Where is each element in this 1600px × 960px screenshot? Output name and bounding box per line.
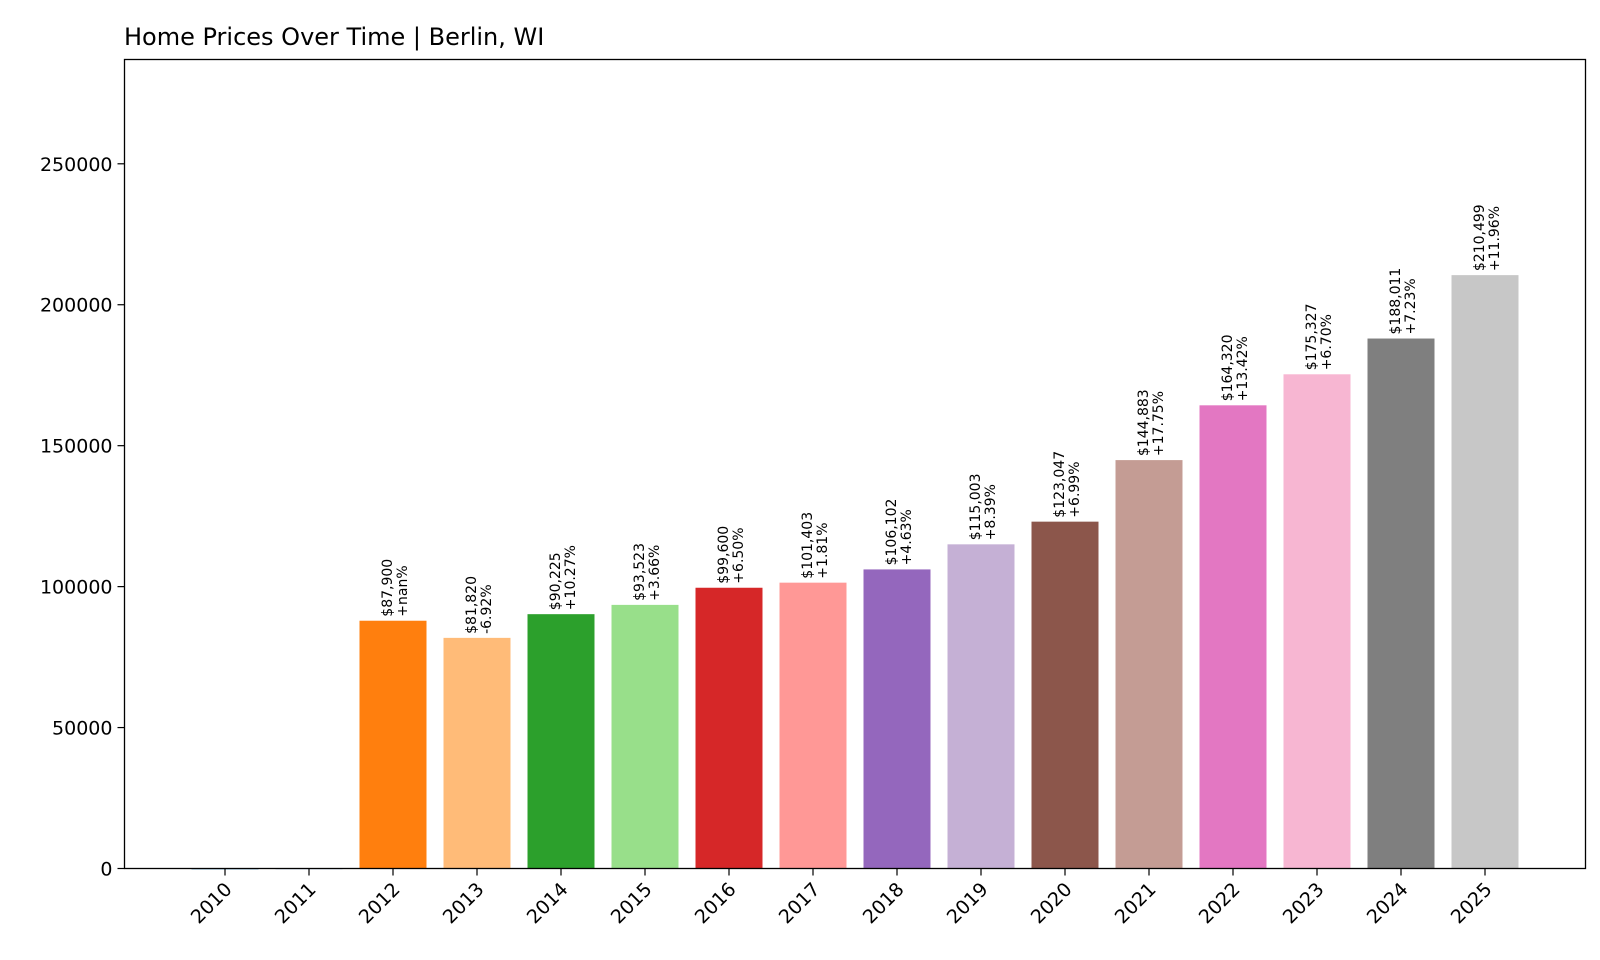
bar-2014 <box>527 614 595 869</box>
y-tick-label: 250000 <box>40 154 113 176</box>
bar-value-label-2014: $90,225 <box>548 552 564 610</box>
y-tick-label: 50000 <box>52 718 112 740</box>
x-tick-label: 2020 <box>1027 878 1077 928</box>
y-tick-label: 150000 <box>40 436 113 458</box>
bar-2025 <box>1451 275 1519 869</box>
chart-title: Home Prices Over Time | Berlin, WI <box>124 23 544 51</box>
bar-change-label-2014: +10.27% <box>563 545 579 610</box>
y-tick-label: 200000 <box>40 295 113 317</box>
x-tick-label: 2016 <box>691 878 741 928</box>
bar-2012 <box>359 620 427 869</box>
bar-value-label-2013: $81,820 <box>464 576 480 634</box>
bar-change-label-2016: +6.50% <box>731 527 747 583</box>
bar-2017 <box>779 582 847 869</box>
x-tick-label: 2015 <box>607 878 657 928</box>
bar-change-label-2023: +6.70% <box>1319 314 1335 370</box>
bar-value-label-2021: $144,883 <box>1136 389 1152 456</box>
bar-2024 <box>1367 338 1435 869</box>
bar-change-label-2025: +11.96% <box>1487 206 1503 271</box>
x-tick-label: 2018 <box>859 878 909 928</box>
bar-2018 <box>863 569 931 869</box>
bars-group <box>191 275 1519 870</box>
bar-value-label-2017: $101,403 <box>800 512 816 579</box>
x-tick-label: 2014 <box>523 878 573 928</box>
y-tick-label: 100000 <box>40 577 113 599</box>
x-tick-label: 2017 <box>775 878 825 928</box>
bar-value-label-2012: $87,900 <box>380 559 396 617</box>
bar-value-label-2018: $106,102 <box>884 499 900 566</box>
x-tick-label: 2022 <box>1195 878 1245 928</box>
bar-value-label-2019: $115,003 <box>968 473 984 540</box>
bar-value-label-2022: $164,320 <box>1220 334 1236 401</box>
bar-2021 <box>1115 460 1183 869</box>
x-tick-label: 2010 <box>187 878 237 928</box>
x-tick-label: 2025 <box>1447 878 1497 928</box>
bar-change-label-2019: +8.39% <box>983 484 999 540</box>
bar-2013 <box>443 637 511 869</box>
bar-value-label-2025: $210,499 <box>1472 204 1488 271</box>
bar-2020 <box>1031 521 1099 869</box>
bar-2022 <box>1199 405 1267 869</box>
bar-value-label-2016: $99,600 <box>716 526 732 584</box>
bar-change-label-2018: +4.63% <box>899 509 915 565</box>
bar-change-label-2013: -6.92% <box>479 584 495 634</box>
bar-2023 <box>1283 374 1351 869</box>
x-axis: 2010 2011 2012 2013 2014 2015 2016 2017 2018 2019… <box>187 868 1497 928</box>
plot-frame <box>123 58 1587 870</box>
x-tick-label: 2012 <box>355 878 405 928</box>
x-tick-label: 2021 <box>1111 878 1161 928</box>
bar-2016 <box>695 587 763 869</box>
x-tick-label: 2023 <box>1279 878 1329 928</box>
bar-2019 <box>947 544 1015 869</box>
bar-value-label-2015: $93,523 <box>632 543 648 601</box>
bar-change-label-2012: +nan% <box>395 565 411 616</box>
x-tick-label: 2011 <box>271 878 321 928</box>
bar-change-label-2022: +13.42% <box>1235 336 1251 401</box>
x-tick-label: 2024 <box>1363 878 1413 928</box>
bar-value-label-2023: $175,327 <box>1304 303 1320 370</box>
bar-2015 <box>611 604 679 869</box>
bar-change-label-2021: +17.75% <box>1151 391 1167 456</box>
bar-change-label-2020: +6.99% <box>1067 461 1083 517</box>
bar-value-label-2024: $188,011 <box>1388 268 1404 335</box>
y-tick-label: 0 <box>100 859 112 881</box>
y-axis: 0 50000 100000 150000 200000 250000 <box>40 154 125 881</box>
bar-change-label-2015: +3.66% <box>647 545 663 601</box>
bar-change-label-2017: +1.81% <box>815 522 831 578</box>
bar-labels-group: $87,900 +nan% $81,820 -6.92% $90,225 +10.27% $… <box>380 204 1503 634</box>
bar-change-label-2024: +7.23% <box>1403 278 1419 334</box>
x-tick-label: 2013 <box>439 878 489 928</box>
x-tick-label: 2019 <box>943 878 993 928</box>
bar-value-label-2020: $123,047 <box>1052 451 1068 518</box>
